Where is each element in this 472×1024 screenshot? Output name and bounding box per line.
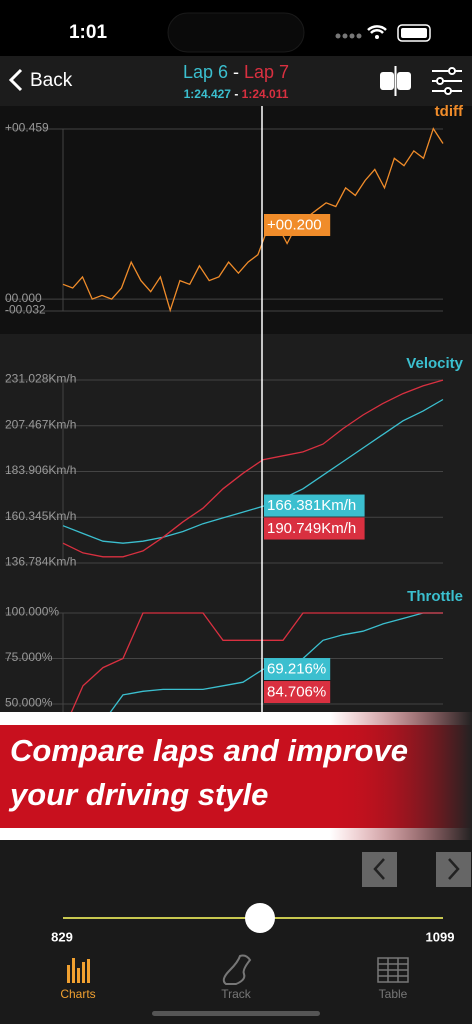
time-a: 1:24.427 [184,87,232,101]
cursor-value-box [264,681,331,704]
charts-icon[interactable] [67,958,90,983]
cursor-value-box [264,214,331,237]
dynamic-island [167,12,305,53]
next-button[interactable] [436,852,471,887]
y-tick-label: 136.784Km/h [5,555,76,569]
y-tick-label: 160.345Km/h [5,509,76,523]
cursor-value-label: 84.706% [267,683,326,700]
y-tick-label: 75.000% [5,650,53,664]
clock: 1:01 [69,22,107,43]
chart-title: tdiff [435,103,464,120]
y-tick-label: 183.906Km/h [5,463,76,477]
slider-max: 1099 [426,929,455,944]
series-line [62,612,443,732]
chart-title: Throttle [407,588,463,605]
slider-min: 829 [51,929,73,944]
cursor-value-box [264,494,365,517]
back-chevron[interactable] [8,68,23,92]
prev-chevron [373,858,385,880]
lap-times: 1:24.427 - 1:24.011 [184,87,289,101]
tire-tread [330,712,472,840]
wifi [367,25,387,34]
home-indicator [152,1011,320,1016]
charts: tdiff +00.459 00.000-00.032 +00.200 Velocity… [5,103,464,760]
series-line [62,127,444,313]
battery-level [401,28,427,38]
y-tick-label: -00.032 [5,303,46,317]
tab-track[interactable]: Track [221,987,252,1001]
signal [335,33,362,39]
cursor-value-label: 166.381Km/h [267,497,356,514]
y-tick-label: 231.028Km/h [5,372,76,386]
series-line [62,379,444,558]
time-b: 1:24.011 [242,87,289,101]
settings-icon[interactable] [432,67,462,95]
lap-b: Lap 7 [244,62,289,82]
series-line [62,398,444,544]
banner-line-1: Compare laps and improve [10,733,408,768]
series-line [62,612,443,760]
prev-button[interactable] [362,852,397,887]
table-icon[interactable] [377,957,409,983]
cursor-value-box [264,517,365,540]
lap-a: Lap 6 [183,62,228,82]
time-separator: - [234,87,238,101]
track-icon[interactable] [222,954,252,985]
telemetry-panel [0,334,472,712]
banner-line-2: your driving style [8,777,268,812]
cars-icon[interactable] [380,66,411,96]
battery [397,24,431,42]
cursor-value-box [264,658,331,681]
lap-title: Lap 6 - Lap 7 [183,62,289,82]
slider-knob[interactable] [245,903,275,933]
y-tick-label: 207.467Km/h [5,417,76,431]
tab-charts[interactable]: Charts [60,987,95,1001]
y-tick-label: 00.000 [5,291,42,305]
y-tick-label: 100.000% [5,605,59,619]
tab-table[interactable]: Table [379,987,408,1001]
y-tick-label: 50.000% [5,696,53,710]
chart-title: Velocity [406,355,463,372]
cursor-value-label: 69.216% [267,660,326,677]
y-tick-label: +00.459 [5,121,49,135]
separator: - [233,62,239,82]
tdiff-panel [0,106,472,334]
back-button[interactable]: Back [30,70,73,91]
cursor-value-label: +00.200 [267,216,322,233]
next-chevron [448,858,460,880]
wifi-dot [375,35,379,39]
cursor-value-label: 190.749Km/h [267,520,356,537]
